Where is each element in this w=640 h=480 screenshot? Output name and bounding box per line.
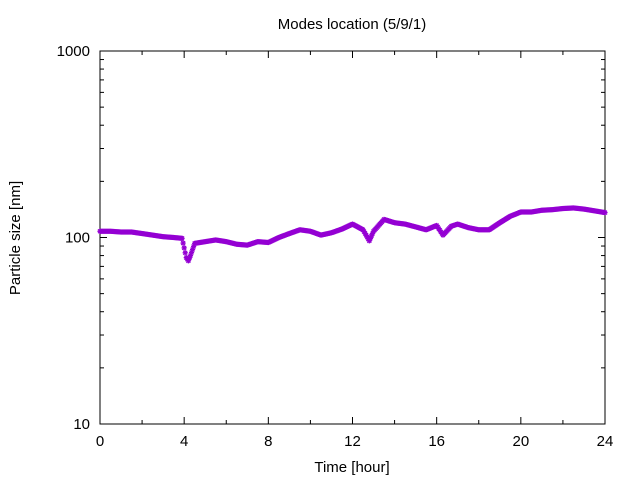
x-tick-label: 0: [96, 433, 104, 450]
x-tick-label: 12: [344, 433, 361, 450]
data-point-stroke: [179, 235, 185, 241]
data-point: [181, 245, 187, 251]
x-tick-label: 8: [264, 433, 272, 450]
y-tick-label: 1000: [57, 43, 90, 60]
data-point: [366, 238, 372, 244]
data-point: [179, 235, 185, 241]
data-point: [182, 250, 188, 256]
data-point: [602, 209, 608, 216]
data-point: [180, 240, 186, 246]
data-points: [97, 205, 608, 264]
data-point-stroke: [602, 210, 608, 216]
x-tick-label: 4: [180, 433, 188, 450]
x-tick-label: 24: [597, 433, 614, 450]
x-tick-label: 16: [428, 433, 445, 450]
data-point-stroke: [181, 245, 187, 251]
data-point-stroke: [182, 250, 188, 256]
chart-title: Modes location (5/9/1): [278, 16, 426, 33]
ticks-layer: 0 4 8 12 16 20 24 10 100 1000: [57, 43, 614, 450]
y-axis-label: Particle size [nm]: [7, 181, 24, 295]
x-tick-label: 20: [512, 433, 529, 450]
data-point-stroke: [180, 240, 186, 246]
x-axis-label: Time [hour]: [314, 459, 389, 476]
y-tick-label: 100: [65, 230, 90, 247]
y-tick-label: 10: [73, 416, 90, 433]
